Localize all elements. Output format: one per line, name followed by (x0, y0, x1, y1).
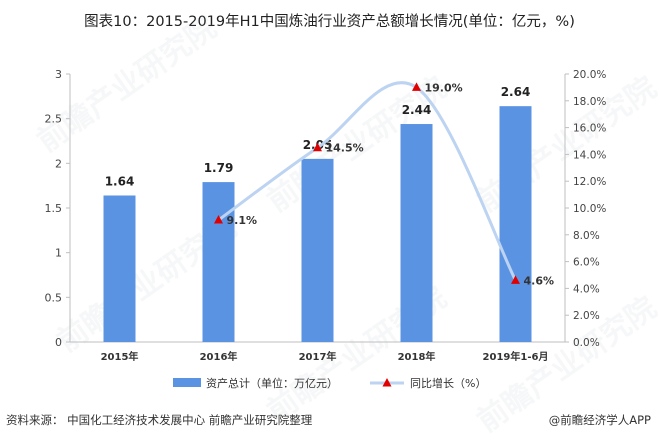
growth-marker (511, 275, 520, 284)
left-tick-label: 0 (55, 336, 62, 349)
growth-line (217, 81, 517, 282)
x-tick-label: 2018年 (398, 350, 436, 363)
bar-value-label: 2.44 (402, 103, 432, 117)
bar-value-label: 1.64 (105, 174, 135, 188)
bar-value-label: 1.79 (204, 161, 234, 175)
bar (400, 124, 433, 342)
bar-value-label: 2.64 (501, 85, 531, 99)
legend-bar-swatch (173, 378, 201, 387)
left-tick-label: 2.5 (45, 113, 63, 126)
left-tick-label: 3 (55, 68, 62, 81)
bar (103, 195, 136, 342)
right-tick-label: 6.0% (573, 257, 600, 269)
right-tick-label: 0.0% (573, 337, 600, 349)
left-tick-label: 1.5 (45, 202, 63, 215)
x-tick-label: 2016年 (200, 350, 238, 363)
right-tick-label: 4.0% (573, 283, 600, 295)
growth-value-label: 14.5% (326, 142, 364, 155)
growth-value-label: 9.1% (227, 214, 258, 227)
right-tick-label: 14.0% (573, 149, 606, 161)
right-tick-label: 8.0% (573, 230, 600, 242)
x-tick-label: 2017年 (299, 350, 337, 363)
right-tick-label: 20.0% (573, 69, 606, 81)
source-note: 资料来源： 中国化工经济技术发展中心 前瞻产业研究院整理 (6, 413, 313, 427)
legend-line-marker (382, 378, 392, 387)
right-tick-label: 12.0% (573, 176, 606, 188)
legend-line-label: 同比增长（%） (410, 376, 486, 390)
credit-note: @前瞻经济学人APP (548, 413, 651, 427)
bar (499, 106, 532, 342)
legend-bar-label: 资产总计（单位：万亿元） (206, 376, 338, 390)
x-tick-label: 2015年 (101, 350, 139, 363)
x-tick-label: 2019年1-6月 (483, 350, 549, 363)
bar (301, 158, 334, 342)
left-tick-label: 1 (55, 247, 62, 260)
right-tick-label: 2.0% (573, 310, 600, 322)
left-tick-label: 0.5 (45, 291, 63, 304)
right-tick-label: 10.0% (573, 203, 606, 215)
growth-marker (412, 82, 421, 91)
bar (202, 182, 235, 342)
growth-value-label: 4.6% (524, 274, 555, 287)
chart-svg: 0 0.5 1 1.5 2 2.5 3 0.0% 2.0% 4.0% 6.0% 8.0% 10.0% 12… (45, 68, 607, 390)
growth-value-label: 19.0% (425, 81, 463, 94)
right-tick-label: 16.0% (573, 123, 606, 135)
left-tick-label: 2 (55, 157, 62, 170)
chart-title: 图表10：2015-2019年H1中国炼油行业资产总额增长情况(单位：亿元，%) (84, 14, 575, 30)
right-tick-label: 18.0% (573, 96, 606, 108)
growth-marker (214, 215, 223, 224)
growth-marker (313, 142, 322, 152)
